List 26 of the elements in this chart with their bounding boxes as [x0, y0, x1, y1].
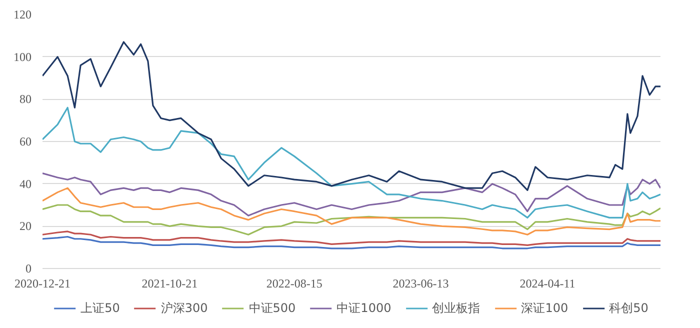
line-series — [42, 236, 660, 250]
legend-label: 中证500 — [248, 300, 296, 316]
legend-label: 上证50 — [80, 300, 120, 316]
x-tick-label: 2023-06-13 — [392, 276, 449, 290]
line-series — [42, 187, 660, 236]
legend-label: 科创50 — [609, 300, 648, 316]
legend-label: 深证100 — [521, 300, 568, 316]
legend-label: 中证1000 — [336, 300, 392, 316]
y-tick-label: 100 — [14, 50, 32, 64]
legend-label: 创业板指 — [432, 300, 480, 316]
x-tick-label: 2024-04-11 — [520, 276, 576, 290]
line-series — [42, 204, 660, 236]
y-tick-label: 0 — [26, 262, 32, 276]
y-tick-label: 40 — [20, 176, 32, 191]
y-tick-label: 60 — [20, 134, 32, 148]
line-series — [42, 172, 660, 216]
x-tick-label: 2022-08-15 — [266, 276, 322, 290]
y-tick-label: 120 — [14, 8, 32, 22]
line-series — [42, 230, 660, 246]
x-tick-label: 2020-12-21 — [14, 276, 71, 290]
legend-label: 沪深300 — [160, 300, 208, 316]
y-tick-label: 80 — [20, 92, 32, 106]
line-series — [42, 106, 660, 218]
x-tick-label: 2021-10-21 — [142, 276, 198, 290]
y-tick-label: 20 — [20, 219, 32, 234]
line-series — [42, 41, 660, 191]
